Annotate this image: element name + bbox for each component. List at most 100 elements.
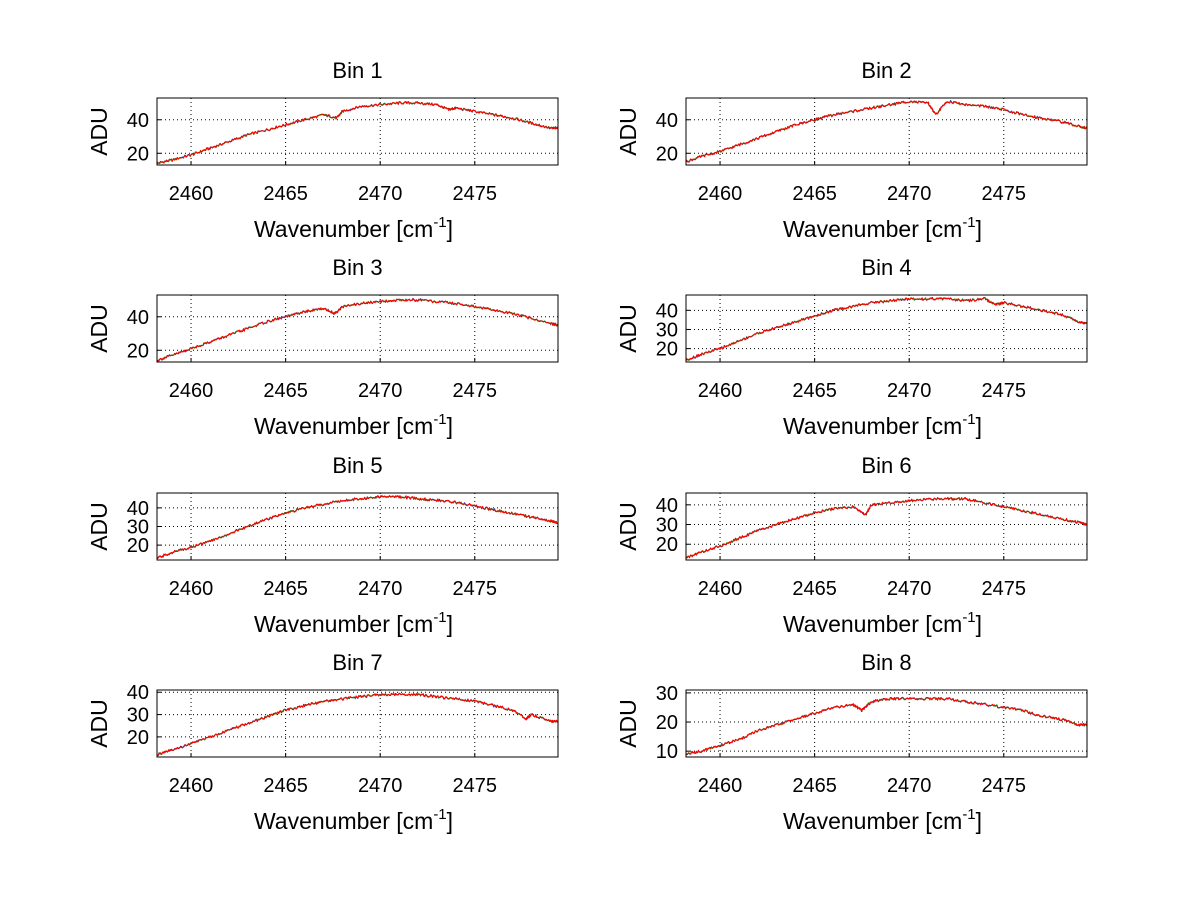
chart-title: Bin 8 bbox=[861, 650, 911, 675]
x-axis-label-text: Wavenumber [cm bbox=[783, 808, 962, 834]
spectrum-line bbox=[685, 100, 1088, 163]
x-axis-label-end: ] bbox=[976, 216, 982, 242]
spectrum-line bbox=[156, 298, 559, 362]
chart-title: Bin 6 bbox=[861, 453, 911, 478]
x-tick-label: 2460 bbox=[698, 578, 743, 600]
x-tick-label: 2475 bbox=[453, 578, 498, 600]
x-axis-label-text: Wavenumber [cm bbox=[783, 413, 962, 439]
x-tick-label: 2460 bbox=[169, 775, 214, 797]
x-axis-label-superscript: -1 bbox=[433, 806, 446, 823]
x-axis-label-superscript: -1 bbox=[433, 609, 446, 626]
x-tick-label: 2465 bbox=[263, 183, 308, 205]
x-axis-label: Wavenumber [cm-1] bbox=[254, 214, 453, 242]
x-tick-label: 2470 bbox=[887, 183, 932, 205]
chart-title: Bin 2 bbox=[861, 58, 911, 83]
x-tick-label: 2460 bbox=[169, 183, 214, 205]
axes-frame bbox=[685, 689, 1088, 758]
spectrum-line bbox=[156, 692, 559, 757]
x-axis-label: Wavenumber [cm-1] bbox=[783, 806, 982, 834]
x-axis-label-end: ] bbox=[447, 611, 453, 637]
y-tick-label: 20 bbox=[656, 339, 678, 361]
y-axis-label: ADU bbox=[86, 107, 112, 156]
chart-title: Bin 4 bbox=[861, 255, 911, 280]
x-tick-label: 2470 bbox=[887, 578, 932, 600]
x-tick-label: 2475 bbox=[453, 380, 498, 402]
y-tick-label: 20 bbox=[656, 143, 678, 165]
x-tick-label: 2475 bbox=[453, 183, 498, 205]
axes-frame bbox=[156, 492, 559, 561]
x-tick-label: 2475 bbox=[453, 775, 498, 797]
x-axis-label-text: Wavenumber [cm bbox=[254, 611, 433, 637]
axes-frame bbox=[685, 294, 1088, 363]
x-axis-label: Wavenumber [cm-1] bbox=[783, 411, 982, 439]
x-axis-label: Wavenumber [cm-1] bbox=[254, 609, 453, 637]
x-tick-label: 2460 bbox=[169, 578, 214, 600]
chart-title: Bin 5 bbox=[332, 453, 382, 478]
y-tick-label: 20 bbox=[127, 143, 149, 165]
x-axis-label-text: Wavenumber [cm bbox=[254, 808, 433, 834]
chart-panel-3: 2460 2465 2470 2475 20 40 Bin 3 Wavenumber [cm-… bbox=[86, 255, 559, 439]
y-tick-label: 30 bbox=[656, 683, 678, 705]
y-tick-label: 20 bbox=[127, 535, 149, 557]
x-axis-label-superscript: -1 bbox=[433, 214, 446, 231]
x-tick-label: 2470 bbox=[358, 578, 403, 600]
x-axis-label-superscript: -1 bbox=[962, 411, 975, 428]
y-tick-label: 10 bbox=[656, 741, 678, 763]
x-tick-label: 2475 bbox=[982, 775, 1027, 797]
y-tick-label: 20 bbox=[127, 340, 149, 362]
spectrum-line bbox=[156, 101, 559, 165]
x-axis-label-superscript: -1 bbox=[962, 214, 975, 231]
y-tick-label: 40 bbox=[656, 495, 678, 517]
x-tick-label: 2465 bbox=[263, 578, 308, 600]
y-tick-label: 40 bbox=[127, 110, 149, 132]
x-tick-label: 2465 bbox=[792, 578, 837, 600]
spectrum-line bbox=[685, 497, 1088, 560]
x-axis-label-end: ] bbox=[447, 216, 453, 242]
x-tick-label: 2460 bbox=[698, 380, 743, 402]
spectrum-line bbox=[685, 696, 1088, 755]
chart-panel-2: 2460 2465 2470 2475 20 40 Bin 2 Wavenumber [cm-… bbox=[615, 58, 1088, 242]
x-axis-label-text: Wavenumber [cm bbox=[254, 216, 433, 242]
axes-frame bbox=[685, 492, 1088, 561]
x-tick-label: 2460 bbox=[169, 380, 214, 402]
x-axis-label: Wavenumber [cm-1] bbox=[254, 411, 453, 439]
y-tick-label: 20 bbox=[127, 727, 149, 749]
y-axis-label: ADU bbox=[86, 699, 112, 748]
y-axis-label: ADU bbox=[615, 699, 641, 748]
y-tick-label: 30 bbox=[656, 319, 678, 341]
y-axis-label: ADU bbox=[615, 107, 641, 156]
x-tick-label: 2465 bbox=[792, 183, 837, 205]
chart-title: Bin 1 bbox=[332, 58, 382, 83]
axes-frame bbox=[156, 294, 559, 363]
x-axis-label-text: Wavenumber [cm bbox=[254, 413, 433, 439]
x-tick-label: 2465 bbox=[263, 380, 308, 402]
x-tick-label: 2475 bbox=[982, 183, 1027, 205]
axes-frame bbox=[156, 689, 559, 758]
x-axis-label: Wavenumber [cm-1] bbox=[254, 806, 453, 834]
x-tick-label: 2475 bbox=[982, 380, 1027, 402]
y-axis-label: ADU bbox=[86, 304, 112, 353]
y-tick-label: 40 bbox=[127, 682, 149, 704]
x-tick-label: 2475 bbox=[982, 578, 1027, 600]
y-tick-label: 30 bbox=[127, 517, 149, 539]
chart-panel-1: 2460 2465 2470 2475 20 40 Bin 1 Wavenumber [cm-… bbox=[86, 58, 559, 242]
y-axis-label: ADU bbox=[615, 304, 641, 353]
x-tick-label: 2465 bbox=[792, 775, 837, 797]
x-tick-label: 2470 bbox=[358, 380, 403, 402]
x-axis-label-end: ] bbox=[447, 413, 453, 439]
x-axis-label-superscript: -1 bbox=[962, 806, 975, 823]
x-tick-label: 2470 bbox=[887, 380, 932, 402]
x-tick-label: 2465 bbox=[263, 775, 308, 797]
y-tick-label: 30 bbox=[127, 705, 149, 727]
y-axis-label: ADU bbox=[86, 502, 112, 551]
x-axis-label: Wavenumber [cm-1] bbox=[783, 214, 982, 242]
x-axis-label-end: ] bbox=[976, 808, 982, 834]
spectrum-line bbox=[685, 296, 1088, 361]
x-axis-label-end: ] bbox=[976, 611, 982, 637]
y-tick-label: 40 bbox=[656, 300, 678, 322]
chart-title: Bin 7 bbox=[332, 650, 382, 675]
